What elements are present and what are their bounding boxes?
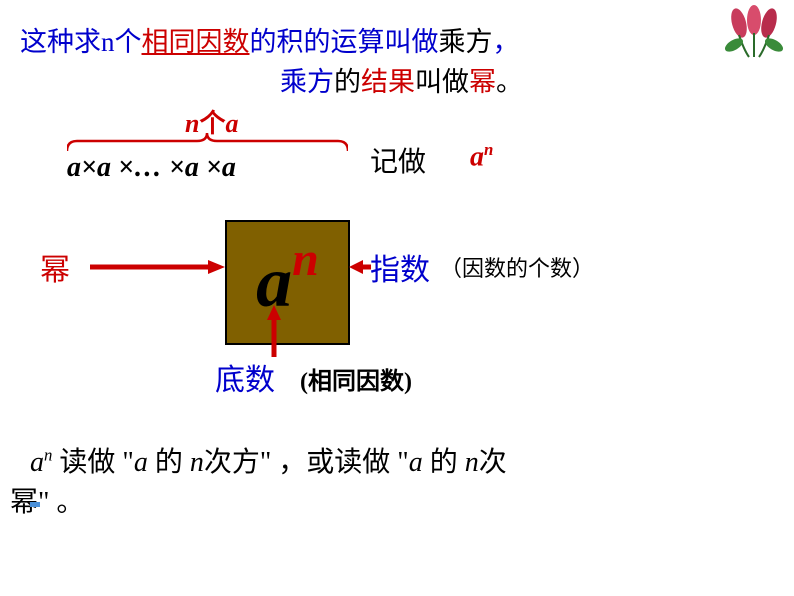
text-part: 叫做 bbox=[415, 67, 469, 97]
text-part: 的积的运算叫做 bbox=[250, 27, 439, 57]
big-n: n bbox=[292, 233, 319, 286]
reading-line-1: an 读做 "a 的 n次方" ，或读做 "a 的 n次 bbox=[30, 440, 507, 480]
text-part: 的 bbox=[334, 67, 361, 97]
var-a: a bbox=[409, 447, 423, 478]
accent-mark bbox=[30, 502, 40, 507]
brace-icon bbox=[67, 133, 348, 153]
text-emphasis: 相同因数 bbox=[142, 27, 250, 57]
arrow-right-icon bbox=[349, 258, 371, 276]
text-part: 结果 bbox=[361, 67, 415, 97]
var-n-super: n bbox=[484, 140, 493, 159]
text-part: 的 bbox=[148, 447, 190, 478]
text-part: 次 bbox=[479, 447, 507, 478]
reading-line-2: 幂" 。 bbox=[10, 480, 84, 520]
multiplication-expression: a×a ×… ×a ×a bbox=[67, 152, 236, 184]
dishu-label: 底数 bbox=[215, 355, 275, 399]
definition-line-2: 乘方的结果叫做幂。 bbox=[280, 60, 523, 99]
text-part: 这种求n个 bbox=[20, 27, 142, 57]
var-n: n bbox=[190, 447, 204, 478]
text-part: 幂 bbox=[469, 67, 496, 97]
dishu-note: (相同因数) bbox=[300, 361, 412, 396]
text-part: 读做 " bbox=[52, 447, 133, 478]
var-a: a bbox=[30, 447, 44, 478]
definition-line-1: 这种求n个相同因数的积的运算叫做乘方， bbox=[20, 20, 520, 59]
text-part: 乘方 bbox=[439, 27, 493, 57]
var-a: a bbox=[134, 447, 148, 478]
mi-label: 幂 bbox=[40, 245, 70, 289]
an-notation: an bbox=[470, 140, 493, 173]
text-part: 的 bbox=[423, 447, 465, 478]
notation-label: 记做 bbox=[370, 140, 426, 180]
var-n: n bbox=[465, 447, 479, 478]
zhishu-label: 指数 bbox=[370, 245, 430, 289]
arrow-up-icon bbox=[265, 305, 283, 357]
arrow-left-icon bbox=[90, 258, 225, 276]
zhishu-note: （因数的个数） bbox=[440, 251, 594, 283]
flower-decoration bbox=[719, 5, 789, 60]
text-part: ， bbox=[493, 27, 520, 57]
var-a: a bbox=[470, 141, 484, 172]
text-part: 乘方 bbox=[280, 67, 334, 97]
exponent-box: an bbox=[225, 220, 350, 345]
text-part: 。 bbox=[496, 67, 523, 97]
text-part: 次方" ，或读做 " bbox=[204, 447, 409, 478]
